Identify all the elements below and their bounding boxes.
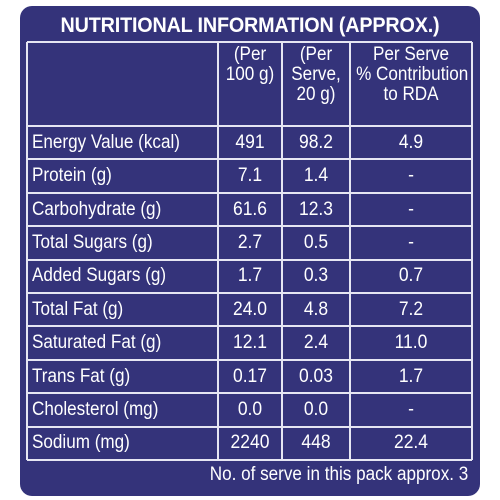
row-divider (27, 358, 472, 361)
header-line: % Contribution (356, 64, 469, 85)
per-serve-value: 1.4 (303, 165, 329, 187)
per-serve-value: 0.3 (303, 265, 329, 287)
nutrition-panel: NUTRITIONAL INFORMATION (APPROX.) (Per 10… (20, 6, 480, 496)
rda-value: 22.4 (393, 432, 429, 454)
row-divider (27, 459, 472, 461)
row-divider (27, 425, 472, 428)
nutrient-label: Total Sugars (g) (32, 231, 153, 253)
nutrient-label: Trans Fat (g) (32, 365, 131, 387)
per-100g-value: 2240 (230, 432, 270, 454)
per-100g-value: 12.1 (232, 332, 268, 354)
per-100g-value: 1.7 (237, 265, 263, 287)
nutrient-label: Saturated Fat (g) (32, 332, 162, 354)
column-divider (217, 42, 219, 460)
row-divider (27, 325, 472, 328)
header-rda: Per Serve% Contribution to RDA (356, 44, 469, 105)
column-divider (26, 42, 28, 460)
rda-value: - (408, 165, 414, 187)
rda-value: 11.0 (394, 332, 428, 354)
nutrient-label: Cholesterol (mg) (32, 398, 159, 420)
header-line: to RDA (383, 84, 439, 105)
row-divider (27, 258, 472, 261)
per-serve-value: 448 (301, 432, 331, 454)
nutrient-label: Total Fat (g) (32, 298, 124, 320)
per-serve-value: 0.5 (303, 231, 329, 253)
per-serve-value: 0.0 (303, 398, 329, 420)
rda-value: 0.7 (398, 265, 424, 287)
nutrition-table: (Per 100 g) (Per Serve, 20 g) Per Serve% Cont… (26, 41, 473, 461)
per-100g-value: 0.0 (237, 398, 263, 420)
column-divider (349, 42, 351, 460)
rda-value: - (408, 198, 414, 220)
rda-value: 7.2 (398, 298, 424, 320)
per-100g-value: 61.6 (232, 198, 268, 220)
nutrient-label: Energy Value (kcal) (32, 131, 180, 153)
row-divider (27, 392, 472, 395)
per-100g-value: 0.17 (232, 365, 268, 387)
per-serve-value: 2.4 (303, 332, 329, 354)
rda-value: - (408, 398, 414, 420)
column-divider (281, 42, 283, 460)
row-divider (27, 225, 472, 228)
header-line: (Per (233, 44, 267, 65)
per-100g-value: 7.1 (237, 165, 263, 187)
per-serve-value: 4.8 (303, 298, 329, 320)
per-100g-value: 24.0 (232, 298, 268, 320)
serves-note: No. of serve in this pack approx. 3 (209, 464, 468, 485)
panel-title: NUTRITIONAL INFORMATION (APPROX.) (60, 13, 440, 37)
row-divider (27, 158, 472, 161)
nutrient-label: Protein (g) (32, 165, 112, 187)
per-100g-value: 491 (235, 131, 265, 153)
rda-value: 1.7 (398, 365, 424, 387)
header-per-100g: (Per 100 g) (221, 45, 279, 85)
header-line: Per Serve (372, 44, 450, 65)
rda-value: 4.9 (398, 131, 424, 153)
row-divider (27, 125, 472, 127)
row-divider (27, 41, 472, 43)
header-line: (Per (299, 44, 333, 65)
row-divider (27, 292, 472, 294)
per-100g-value: 2.7 (237, 231, 263, 253)
per-serve-value: 0.03 (298, 365, 334, 387)
row-divider (27, 191, 472, 194)
per-serve-value: 12.3 (298, 198, 334, 220)
header-per-serve: (Per Serve, 20 g) (285, 45, 346, 105)
column-divider (471, 42, 473, 460)
header-line: Serve, (291, 64, 341, 85)
header-line: 20 g) (296, 84, 336, 105)
nutrient-label: Carbohydrate (g) (32, 198, 162, 220)
per-serve-value: 98.2 (298, 131, 334, 153)
nutrient-label: Added Sugars (g) (32, 265, 167, 287)
nutrient-label: Sodium (mg) (32, 432, 130, 454)
header-line: 100 g) (225, 64, 275, 85)
rda-value: - (408, 231, 414, 253)
